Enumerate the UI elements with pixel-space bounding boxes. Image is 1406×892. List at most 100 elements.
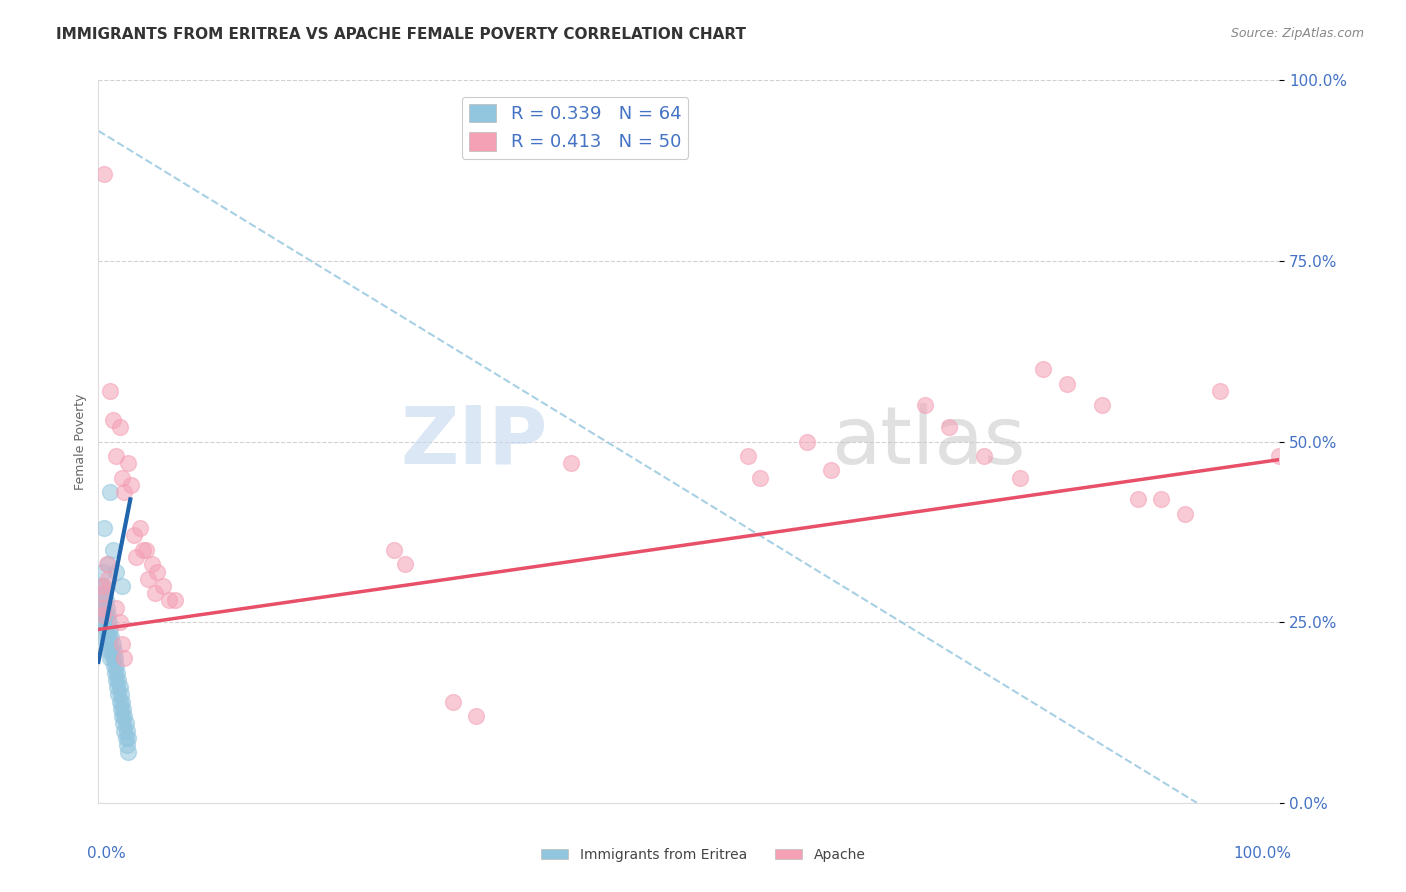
Point (152, 579, 174, 593)
Text: ZIP: ZIP (399, 402, 547, 481)
Point (938, 420, 960, 434)
Point (91, 593, 114, 607)
Point (91, 600, 114, 615)
Point (105, 600, 128, 615)
Point (1008, 470, 1031, 484)
Point (91, 615, 114, 630)
Point (973, 449, 995, 463)
Point (97, 558, 120, 572)
Point (93, 615, 115, 630)
Point (136, 572, 159, 586)
Point (117, 456, 139, 470)
Point (1056, 376, 1078, 391)
Point (91, 565, 114, 579)
Point (91, 579, 114, 593)
Point (101, 413, 124, 427)
Point (143, 586, 166, 600)
Point (115, 738, 138, 752)
Point (1091, 398, 1114, 412)
Point (125, 550, 148, 565)
Text: IMMIGRANTS FROM ERITREA VS APACHE FEMALE POVERTY CORRELATION CHART: IMMIGRANTS FROM ERITREA VS APACHE FEMALE… (56, 27, 747, 42)
Point (97, 637, 120, 651)
Point (135, 542, 157, 557)
Point (108, 420, 131, 434)
Point (91, 607, 114, 622)
Point (141, 558, 163, 572)
Point (105, 680, 128, 694)
Point (105, 673, 128, 687)
Point (94, 607, 117, 622)
Point (121, 478, 143, 492)
Point (128, 521, 150, 535)
Point (108, 695, 131, 709)
Point (98, 615, 121, 630)
Point (382, 542, 405, 557)
Point (97, 623, 120, 637)
Point (441, 695, 464, 709)
Point (165, 593, 187, 607)
Point (105, 565, 128, 579)
Legend: Immigrants from Eritrea, Apache: Immigrants from Eritrea, Apache (536, 842, 870, 867)
Point (98, 630, 121, 644)
Point (1032, 362, 1054, 376)
Point (108, 615, 131, 630)
Point (112, 485, 135, 500)
Point (737, 449, 759, 463)
Point (93, 521, 115, 535)
Point (101, 637, 124, 651)
Point (96, 630, 118, 644)
Point (93, 579, 115, 593)
Point (112, 723, 135, 738)
Point (111, 579, 134, 593)
Point (100, 644, 122, 658)
Point (914, 398, 936, 412)
Point (105, 449, 128, 463)
Point (122, 528, 145, 542)
Text: atlas: atlas (831, 402, 1025, 481)
Point (103, 658, 125, 673)
Point (101, 651, 124, 665)
Point (93, 600, 115, 615)
Point (98, 485, 121, 500)
Point (1174, 507, 1197, 521)
Point (796, 434, 818, 449)
Point (98, 384, 121, 398)
Point (94, 593, 117, 607)
Point (132, 542, 155, 557)
Point (107, 673, 129, 687)
Point (103, 644, 125, 658)
Point (91, 586, 114, 600)
Point (98, 637, 121, 651)
Point (111, 695, 134, 709)
Point (1209, 384, 1232, 398)
Point (111, 709, 134, 723)
Point (96, 615, 118, 630)
Point (108, 680, 131, 694)
Point (394, 558, 416, 572)
Point (101, 542, 124, 557)
Point (112, 702, 135, 716)
Point (93, 167, 115, 181)
Point (111, 637, 134, 651)
Text: 0.0%: 0.0% (87, 847, 125, 861)
Y-axis label: Female Poverty: Female Poverty (75, 393, 87, 490)
Point (820, 463, 842, 477)
Point (112, 716, 135, 731)
Point (748, 470, 770, 484)
Point (100, 630, 122, 644)
Point (1126, 492, 1149, 507)
Point (98, 651, 121, 665)
Point (114, 716, 136, 731)
Point (90, 579, 112, 593)
Point (105, 658, 128, 673)
Point (112, 709, 135, 723)
Point (91, 607, 114, 622)
Point (1268, 449, 1291, 463)
Point (112, 651, 135, 665)
Point (98, 623, 121, 637)
Point (114, 731, 136, 745)
Point (105, 665, 128, 680)
Point (115, 723, 138, 738)
Point (111, 470, 134, 484)
Point (94, 623, 117, 637)
